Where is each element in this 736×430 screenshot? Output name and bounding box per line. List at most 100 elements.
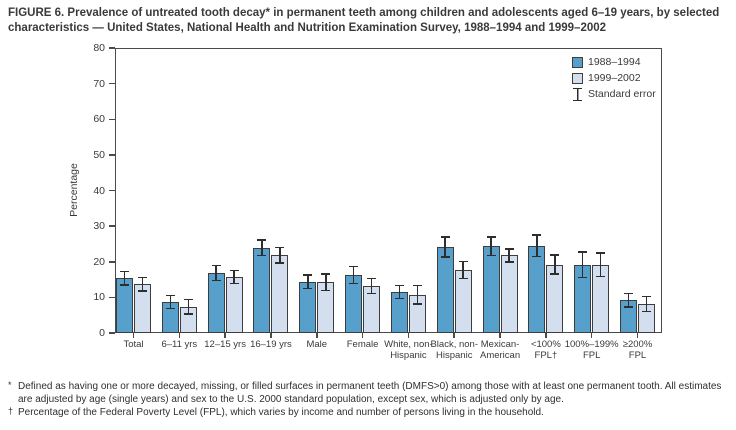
error-bar-cap-bottom [275,262,285,264]
y-axis-tick [109,296,115,299]
x-axis-category-label-line: American [479,349,521,361]
error-bar-cap-bottom [349,282,359,285]
error-bar-cap-bottom [486,254,496,257]
x-axis-category-label: Black, non- Hispanic [423,339,485,361]
error-bar [581,251,584,278]
x-axis-tick [361,333,364,338]
error-bar [215,265,217,281]
x-axis-category-label-line: FPL† [534,349,558,361]
error-bar [370,278,373,294]
y-axis-tick [109,154,115,156]
error-bar-cap-bottom [642,310,652,313]
error-bar [279,247,281,264]
x-axis-tick [499,333,501,338]
x-axis-tick [545,333,547,338]
x-axis-tick [453,333,455,338]
x-axis-category-label: Total [103,339,165,351]
error-bar-cap-top [165,294,175,297]
x-axis-tick [590,333,593,338]
y-axis-tick-label: 20 [93,255,105,268]
error-bar-cap-top [321,273,331,275]
error-bar [444,236,446,257]
footnote-dagger-text: Percentage of the Federal Poverty Level … [18,407,544,418]
error-bar-cap-bottom [412,303,422,305]
error-bar-cap-top [440,236,450,238]
y-axis-tick [109,189,115,192]
y-axis-tick-label: 70 [93,77,105,90]
x-axis-category-label-line: Hispanic [390,349,427,361]
x-axis-category-label: 100%–199% FPL [561,339,623,361]
error-bar-cap-top [596,252,606,254]
x-axis-category-label-line: Total [123,339,144,350]
x-axis-category-label-line: 16–19 yrs [250,339,292,350]
x-axis-category-label-line: Female [346,339,379,350]
error-bar-cap-bottom [321,289,331,291]
error-bar-cap-top [578,251,588,253]
error-bar-cap-bottom [257,254,267,257]
error-bar-cap-bottom [458,277,468,280]
x-axis-category-label: 12–15 yrs [194,339,256,351]
x-axis-category-label: Female [332,339,394,351]
bar-1988-1994 [482,246,500,333]
error-bar-cap-bottom [367,292,377,295]
x-axis-category-label: 16–19 yrs [240,339,302,351]
error-bar-cap-top [394,284,404,287]
error-bar [123,271,126,285]
x-axis-tick [407,333,410,338]
x-axis-category-label: <100% FPL† [515,339,577,361]
x-axis-category-label-line: Black, non- [430,339,478,350]
y-axis-tick [109,332,115,334]
error-bar-cap-top [624,292,634,295]
error-bar [325,273,327,291]
error-bar-cap-bottom [596,275,606,278]
error-bar [508,248,510,262]
error-bar-cap-top [486,236,496,238]
error-bar-cap-top [229,269,239,272]
footnotes: * Defined as having one or more decayed, … [8,380,734,421]
error-bar [233,270,235,284]
x-axis-category-label-line: ≥200% [622,339,653,350]
error-bar-cap-bottom [624,306,634,308]
error-bar-cap-top [550,254,560,256]
error-bar-cap-top [367,277,377,280]
error-bar-cap-bottom [578,276,588,279]
x-axis-category-label: Male [286,339,348,351]
y-axis-tick [109,118,115,120]
chart-legend: 1988–1994 1999–2002 Standard error [572,54,656,102]
x-axis-category-label: Mexican- American [469,339,531,361]
x-axis-category-label: White, non- Hispanic [377,339,439,361]
x-axis-category-label-line: FPL [582,349,601,361]
x-axis-category-label: 6–11 yrs [148,339,210,351]
error-bar-cap-top [349,265,359,268]
bar-1988-1994 [528,245,546,333]
error-bar-cap-top [257,239,267,241]
bar-1988-1994 [253,247,271,333]
y-axis-tick-label: 50 [93,148,105,161]
y-axis-tick [109,82,115,85]
x-axis-category-label: ≥200% FPL [607,339,669,361]
x-axis-category-label-line: Hispanic [436,349,473,361]
bar-1988-1994 [207,273,225,333]
error-bar-cap-bottom [550,273,560,275]
error-bar-cap-top [120,270,129,273]
error-bar [352,266,355,284]
error-bar-cap-top [211,264,221,267]
error-bar-cap-bottom [394,297,404,300]
error-bar-cap-bottom [165,307,175,310]
footnote-asterisk-text: Defined as having one or more decayed, m… [18,381,722,405]
y-axis-tick-label: 10 [93,291,105,304]
error-bar [141,277,144,291]
error-bar [462,261,464,279]
error-bar-cap-top [412,284,422,286]
x-axis-category-label-line: 12–15 yrs [204,339,246,350]
error-bar [169,295,172,309]
error-bar [187,299,190,314]
bar-1988-1994 [436,246,454,333]
error-bar-cap-top [642,295,652,298]
footnote-asterisk-marker: * [8,380,12,390]
error-bar [416,285,419,304]
y-axis-tick [109,225,115,227]
bar-1999-2002 [500,255,518,333]
error-bar [536,235,538,257]
bar-1988-1994 [116,278,133,333]
